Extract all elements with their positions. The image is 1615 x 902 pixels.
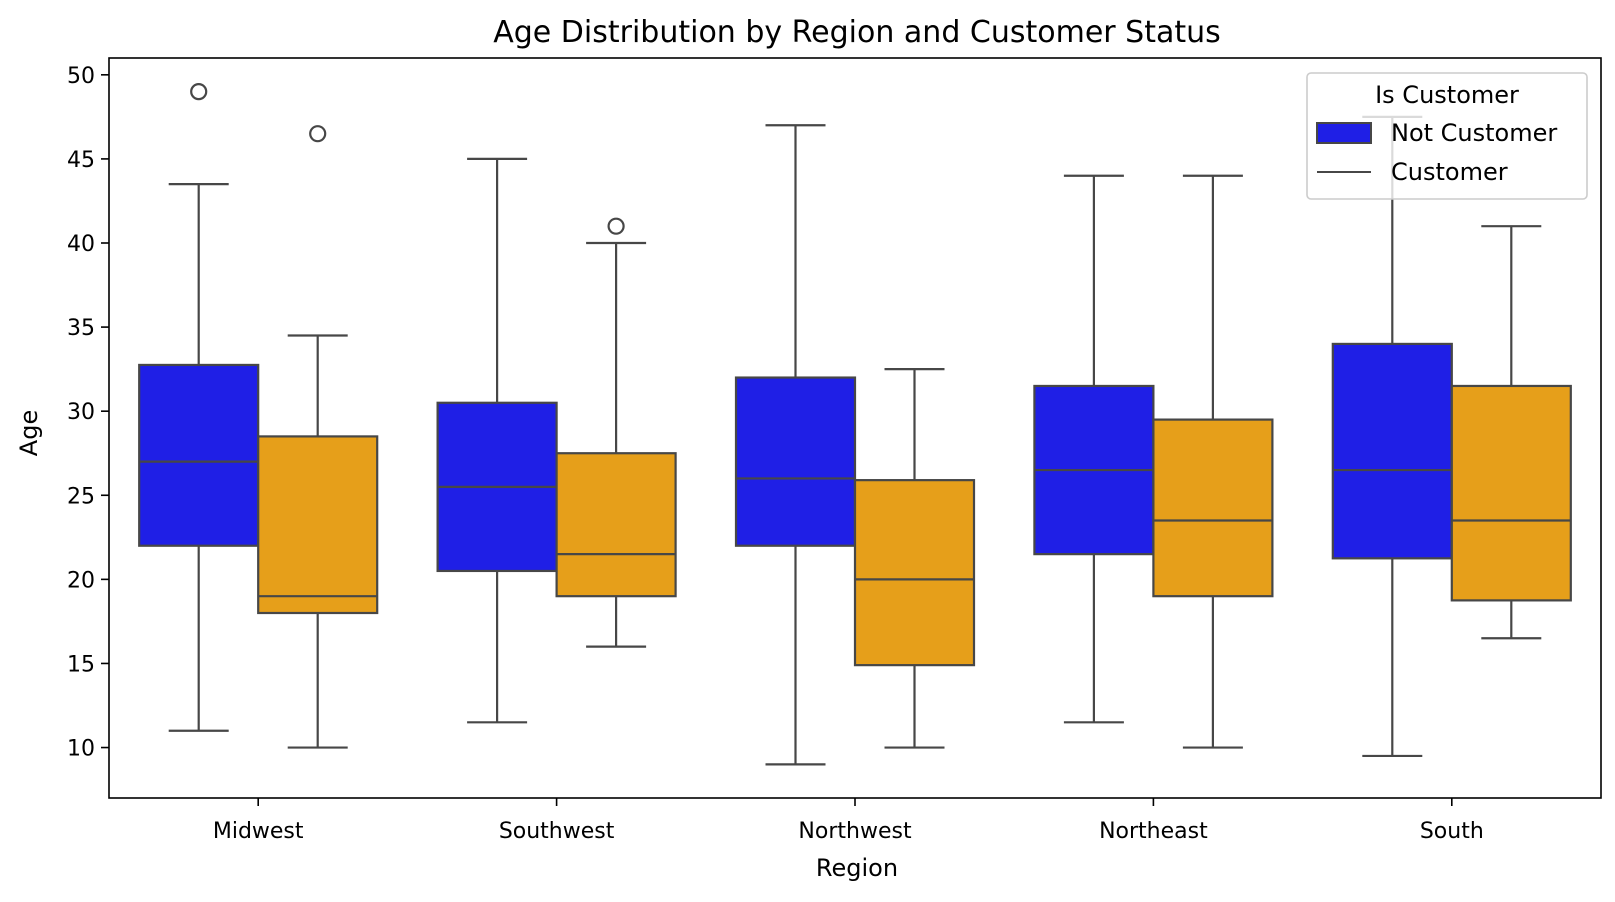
x-tick-label: Midwest: [213, 819, 304, 844]
box-group-southwest-not-customer: [436, 157, 558, 724]
box-group-northeast-not-customer: [1033, 174, 1155, 724]
x-tick-label: South: [1420, 819, 1484, 844]
legend-label-not-customer: Not Customer: [1391, 119, 1557, 147]
outlier-point: [190, 83, 208, 101]
y-tick-label: 20: [67, 568, 95, 593]
x-axis-label: Region: [816, 854, 898, 882]
box-iqr: [257, 435, 379, 615]
box-group-northwest-not-customer: [734, 124, 857, 766]
legend-swatch-not-customer: [1316, 122, 1372, 144]
y-tick-label: 40: [67, 232, 95, 257]
legend-label-customer: Customer: [1391, 158, 1508, 186]
y-tick-label: 15: [67, 652, 95, 677]
y-tick-label: 10: [67, 737, 95, 762]
box-iqr: [138, 363, 260, 547]
y-axis-label: Age: [15, 410, 43, 456]
outlier-point: [309, 125, 327, 143]
axes: 10 15 20 25 30 35 40 45 50 Midwest Southwest Northw…: [67, 57, 1602, 844]
plot-area: [138, 83, 1572, 766]
box-iqr: [853, 479, 976, 667]
x-tick-label: Southwest: [499, 819, 615, 844]
legend-frame: [1306, 72, 1588, 200]
box-group-northeast-customer: [1152, 174, 1274, 749]
y-tick-label: 25: [67, 484, 95, 509]
x-tick-label: Northeast: [1099, 819, 1208, 844]
box-group-south-customer: [1450, 225, 1572, 640]
box-group-southwest-customer: [555, 217, 677, 648]
legend: Is Customer Not Customer Customer: [1306, 72, 1588, 200]
box-iqr: [734, 376, 857, 547]
box-group-midwest-customer: [257, 125, 379, 749]
x-tick-label: Northwest: [798, 819, 912, 844]
y-tick-label: 35: [67, 316, 95, 341]
y-tick-label: 45: [67, 148, 95, 173]
chart-title: Age Distribution by Region and Customer …: [493, 15, 1221, 50]
box-iqr: [555, 452, 677, 598]
legend-title: Is Customer: [1375, 81, 1519, 109]
box-group-south-not-customer: [1331, 115, 1453, 758]
y-tick-label: 50: [67, 64, 95, 89]
box-group-midwest-not-customer: [138, 83, 260, 732]
outlier-point: [607, 217, 625, 235]
box-group-northwest-customer: [853, 368, 976, 749]
box-iqr: [1450, 384, 1572, 602]
box-iqr: [1331, 342, 1453, 560]
box-iqr: [1152, 418, 1274, 598]
y-tick-label: 30: [67, 400, 95, 425]
